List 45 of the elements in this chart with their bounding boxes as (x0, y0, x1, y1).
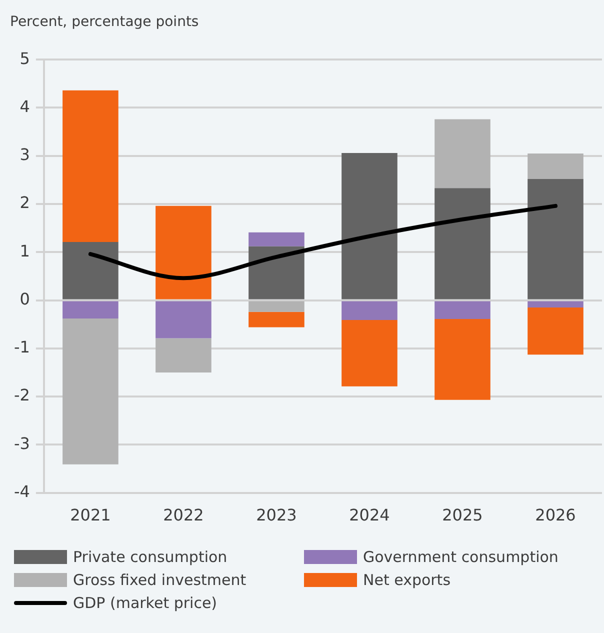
bar (528, 301, 584, 308)
bar (528, 307, 584, 355)
bar (434, 319, 490, 400)
legend-label: Private consumption (73, 548, 228, 566)
x-tick-label: 2023 (256, 506, 297, 525)
bar (62, 90, 118, 242)
y-tick-label: 4 (20, 96, 30, 116)
bar (62, 318, 118, 464)
bar (156, 338, 212, 372)
bar (248, 232, 304, 246)
bar (248, 246, 304, 300)
y-tick-label: -4 (14, 482, 30, 501)
bar (342, 320, 398, 386)
x-tick-label: 2025 (442, 506, 483, 525)
x-tick-label: 2024 (349, 506, 390, 525)
x-tick-label: 2021 (70, 506, 111, 525)
line-series (88, 204, 558, 280)
bar (528, 178, 584, 300)
y-tick-label: -3 (14, 434, 30, 453)
bar (342, 152, 398, 300)
bar (248, 312, 304, 328)
bar (528, 153, 584, 179)
legend-label: Net exports (363, 571, 451, 589)
legend-label: Government consumption (363, 548, 558, 566)
bar (434, 188, 490, 300)
y-tick-label: 0 (20, 289, 30, 308)
bar (62, 301, 118, 319)
y-tick-label: -2 (14, 386, 30, 405)
bar (156, 301, 212, 338)
bar (434, 301, 490, 320)
y-tick-label: 5 (20, 48, 30, 68)
x-tick-label: 2026 (535, 506, 576, 525)
y-tick-label: -1 (14, 338, 30, 357)
y-axis-title: Percent, percentage points (10, 14, 199, 30)
bar (434, 119, 490, 188)
legend-label: GDP (market price) (73, 594, 218, 612)
y-tick-label: 1 (20, 241, 30, 260)
x-tick-label: 2022 (163, 506, 204, 525)
bar (248, 301, 304, 312)
bar (342, 301, 398, 320)
bar (156, 206, 212, 300)
legend-label: Gross fixed investment (73, 571, 246, 589)
y-tick-label: 3 (20, 145, 30, 164)
bar (62, 242, 118, 300)
y-tick-label: 2 (20, 193, 30, 212)
